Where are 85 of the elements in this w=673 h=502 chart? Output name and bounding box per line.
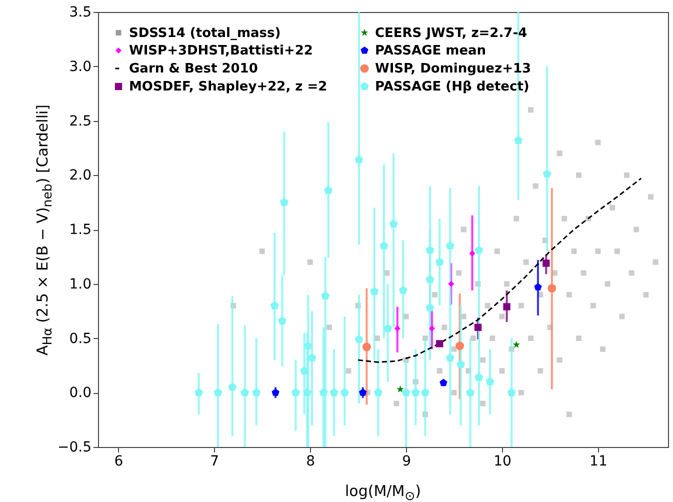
point <box>456 342 464 350</box>
point <box>324 186 333 194</box>
y-tick-label: 1.5 <box>69 222 92 238</box>
point <box>534 283 542 290</box>
legend-label: WISP, Dominguez+13 <box>375 62 532 76</box>
point <box>384 324 392 332</box>
point <box>426 275 434 284</box>
x-tick-label: 11 <box>590 454 608 470</box>
x-axis-title: log(M/M$_{⊙}$) <box>345 482 421 502</box>
point <box>542 260 550 267</box>
point <box>354 155 364 164</box>
point <box>542 170 552 178</box>
legend-label: Garn & Best 2010 <box>129 62 258 76</box>
point <box>474 246 484 254</box>
point <box>394 325 400 332</box>
point <box>270 301 279 310</box>
x-tick-label: 6 <box>114 454 124 470</box>
y-tick-label: 0.0 <box>69 385 92 402</box>
point <box>503 303 510 310</box>
point <box>486 377 494 386</box>
x-tick-label: 9 <box>402 454 411 470</box>
y-tick-label: 2.0 <box>69 168 92 184</box>
point <box>278 316 286 324</box>
point <box>389 220 398 228</box>
point <box>214 388 222 396</box>
point <box>507 388 516 396</box>
y-tick-label: 2.5 <box>69 113 92 130</box>
point <box>446 241 454 250</box>
y-tick-label: 0.5 <box>69 330 92 347</box>
point <box>240 388 250 396</box>
x-tick-label: 10 <box>494 454 512 470</box>
point <box>420 388 430 396</box>
point <box>446 353 454 362</box>
point <box>512 340 520 348</box>
point <box>302 388 312 396</box>
point <box>440 378 448 386</box>
point <box>456 360 465 368</box>
x-tick-label: 7 <box>210 454 220 470</box>
point <box>362 342 371 352</box>
point <box>514 136 523 144</box>
line-series <box>357 178 642 363</box>
y-tick-label: 1.0 <box>69 276 92 292</box>
point <box>380 241 388 250</box>
legend-label: SDSS14 (total_mass) <box>129 26 281 41</box>
y-tick-label: −0.5 <box>58 440 92 456</box>
legend-label: CEERS JWST, z=2.7-4 <box>375 26 528 41</box>
point <box>426 246 434 254</box>
point <box>402 388 410 396</box>
point <box>436 340 444 348</box>
y-tick-label: 3.5 <box>69 4 92 20</box>
point <box>548 284 556 292</box>
point <box>340 388 349 396</box>
point <box>435 258 444 266</box>
point <box>474 372 484 382</box>
point <box>370 287 379 296</box>
point <box>374 388 382 396</box>
point <box>426 303 434 312</box>
point <box>474 324 482 331</box>
point <box>291 388 300 396</box>
point <box>354 334 364 343</box>
point <box>304 341 312 350</box>
point <box>300 366 309 374</box>
point <box>252 388 261 396</box>
point <box>398 286 408 294</box>
y-tick-label: 3.0 <box>69 58 92 75</box>
point <box>272 388 280 396</box>
point <box>194 388 204 396</box>
point <box>330 388 338 396</box>
point <box>358 388 367 396</box>
point <box>411 388 420 396</box>
point <box>448 280 454 287</box>
point <box>469 250 476 256</box>
legend-label: MOSDEF, Shapley+22, z =2 <box>129 80 328 94</box>
point <box>321 291 330 300</box>
point <box>228 382 237 391</box>
point <box>396 386 404 392</box>
x-tick-label: 8 <box>306 454 316 470</box>
point <box>428 325 435 332</box>
legend-label: WISP+3DHST,Battisti+22 <box>129 44 313 58</box>
point <box>466 388 475 396</box>
point <box>319 388 328 396</box>
legend-label: PASSAGE mean <box>375 44 486 58</box>
point <box>280 198 288 206</box>
point <box>308 353 316 362</box>
legend-label: PASSAGE (Hβ detect) <box>375 80 530 94</box>
